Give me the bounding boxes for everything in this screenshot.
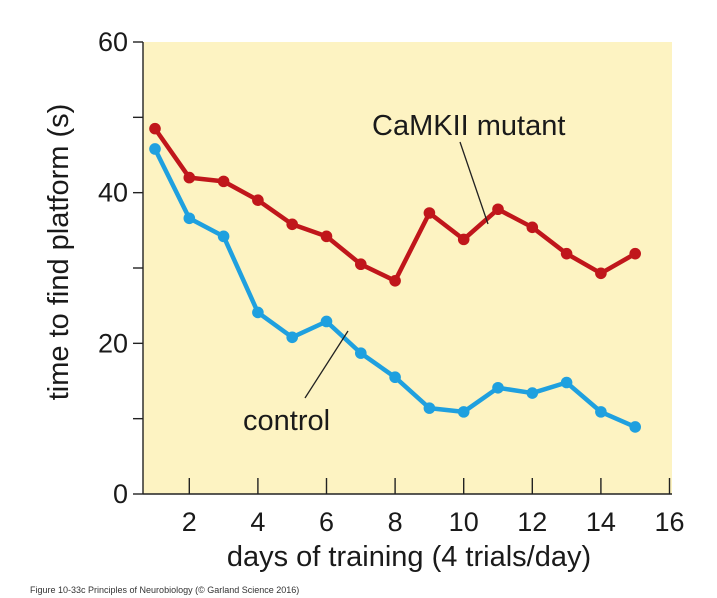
data-point	[492, 381, 504, 394]
data-point	[595, 267, 607, 280]
x-tick-label: 8	[388, 507, 403, 537]
data-point	[560, 376, 573, 389]
data-point	[217, 175, 230, 188]
data-point	[526, 387, 539, 399]
y-axis: 0 20 40 60	[98, 27, 144, 509]
x-tick-label: 6	[319, 507, 334, 537]
annotation-mutant-label: CaMKII mutant	[372, 110, 565, 142]
x-tick-label: 2	[182, 507, 197, 537]
data-point	[355, 258, 367, 271]
data-point	[423, 207, 436, 219]
data-point	[595, 406, 607, 418]
data-point	[355, 347, 367, 359]
series-control	[149, 143, 641, 433]
data-point	[320, 230, 333, 243]
data-point	[286, 218, 299, 231]
data-point	[629, 247, 641, 260]
data-point	[389, 371, 401, 384]
data-point	[183, 212, 196, 225]
data-point	[457, 233, 470, 246]
data-point	[320, 315, 333, 328]
data-point	[389, 275, 401, 287]
figure-caption: Figure 10-33c Principles of Neurobiology…	[30, 585, 300, 595]
y-tick-label: 40	[98, 178, 128, 208]
y-tick-label: 20	[98, 328, 128, 358]
x-tick-label: 10	[449, 507, 479, 537]
data-point	[629, 421, 641, 433]
leader-line-control	[304, 330, 349, 399]
series-camkii-mutant	[149, 122, 641, 287]
annotation-control-label: control	[243, 405, 330, 437]
data-point	[183, 171, 196, 184]
annotation-control: control	[243, 330, 349, 437]
y-axis-title: time to find platform (s)	[43, 104, 75, 401]
leader-line-mutant	[459, 141, 489, 225]
data-point	[286, 331, 299, 344]
plot-background	[143, 42, 672, 494]
data-point	[560, 247, 573, 260]
y-tick-label: 0	[113, 479, 128, 509]
y-tick-label: 60	[98, 27, 128, 57]
data-point	[149, 143, 161, 155]
series-layer	[149, 122, 641, 433]
data-point	[252, 194, 264, 206]
x-tick-label: 12	[517, 507, 547, 537]
data-point	[217, 230, 230, 243]
x-tick-label: 14	[586, 507, 616, 537]
data-point	[252, 306, 264, 319]
x-tick-label: 16	[654, 507, 684, 537]
x-axis-title: days of training (4 trials/day)	[227, 541, 591, 573]
x-axis: 2 4 6 8 10 12 14 16	[143, 478, 685, 537]
data-point	[457, 406, 470, 418]
data-point	[149, 122, 161, 135]
data-point	[423, 402, 436, 414]
x-tick-label: 4	[250, 507, 265, 537]
data-point	[492, 203, 504, 216]
data-point	[526, 221, 539, 234]
annotation-mutant: CaMKII mutant	[372, 110, 565, 225]
